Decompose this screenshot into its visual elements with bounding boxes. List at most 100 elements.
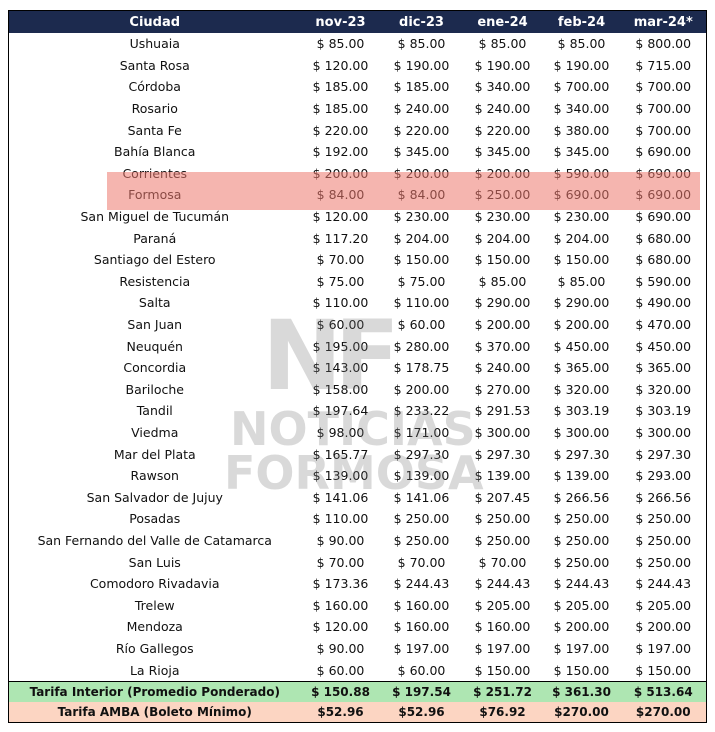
fare-cell: $ 171.00 — [393, 424, 450, 440]
fare-cell: $ 680.00 — [635, 230, 692, 246]
fare-cell: $ 490.00 — [635, 295, 692, 311]
table-row: Mar del Plata $ 165.77 $ 297.30 $ 297.30 $ 2… — [9, 443, 707, 465]
fare-cell: $ 291.53 — [474, 403, 531, 419]
fare-cell: $ 800.00 — [635, 36, 692, 52]
table-row: Comodoro Rivadavia $ 173.36 $ 244.43 $ 244.… — [9, 573, 707, 595]
fare-cell: $ 700.00 — [635, 101, 692, 117]
city-cell: San Luis — [128, 554, 181, 570]
fare-cell: $ 680.00 — [635, 252, 692, 268]
fare-cell: $ 250.00 — [474, 511, 531, 527]
table-row: San Miguel de Tucumán $ 120.00 $ 230.00 $ 2… — [9, 206, 707, 228]
city-cell: San Salvador de Jujuy — [86, 489, 223, 505]
city-cell: Mar del Plata — [113, 446, 196, 462]
city-cell: Comodoro Rivadavia — [89, 576, 220, 592]
fare-cell: $ 250.00 — [635, 511, 692, 527]
fare-cell: $ 204.00 — [553, 230, 610, 246]
fare-cell: $ 690.00 — [635, 209, 692, 225]
fare-cell: $ 365.00 — [635, 360, 692, 376]
table-row: Santa Fe $ 220.00 $ 220.00 $ 220.00 $ 380.00… — [9, 119, 707, 141]
city-cell: Santa Rosa — [119, 57, 190, 73]
fare-cell: $ 470.00 — [635, 317, 692, 333]
fare-cell: $ 244.43 — [635, 576, 692, 592]
footer-row: Tarifa AMBA (Boleto Mínimo) $52.96 $52.96 $… — [8, 701, 707, 723]
city-cell: Resistencia — [119, 273, 191, 289]
footer-value: $ 197.54 — [380, 680, 463, 702]
fare-cell: $ 204.00 — [393, 230, 450, 246]
fare-cell: $ 150.00 — [393, 252, 450, 268]
fare-cell: $ 110.00 — [393, 295, 450, 311]
city-cell: Río Gallegos — [115, 640, 194, 656]
fare-cell: $ 190.00 — [553, 57, 610, 73]
footer-row: Tarifa Interior (Promedio Ponderado) $ 15… — [8, 680, 707, 702]
fare-cell: $ 590.00 — [635, 273, 692, 289]
city-cell: Santiago del Estero — [93, 252, 216, 268]
fare-cell: $ 700.00 — [553, 79, 610, 95]
fare-cell: $ 205.00 — [553, 597, 610, 613]
table-row: Río Gallegos $ 90.00 $ 197.00 $ 197.00 $ 197… — [9, 638, 707, 660]
fare-cell: $ 450.00 — [553, 338, 610, 354]
fare-cell: $ 250.00 — [553, 554, 610, 570]
fare-cell: $ 160.00 — [393, 597, 450, 613]
fare-cell: $ 60.00 — [316, 662, 365, 678]
city-cell: Bahía Blanca — [114, 144, 196, 160]
table-row: Bariloche $ 158.00 $ 200.00 $ 270.00 $ 320.0… — [9, 379, 707, 401]
fare-cell: $ 266.56 — [553, 489, 610, 505]
fare-cell: $ 139.00 — [393, 468, 450, 484]
fare-cell: $ 240.00 — [474, 101, 531, 117]
fare-cell: $ 300.00 — [635, 424, 692, 440]
city-cell: Bariloche — [125, 381, 184, 397]
fare-cell: $ 197.64 — [312, 403, 369, 419]
fare-cell: $ 297.30 — [393, 446, 450, 462]
watermark-line: NOTICIAS — [230, 402, 476, 456]
header-row: Ciudad nov-23 dic-23 ene-24 feb-24 mar-24* — [8, 10, 707, 33]
fare-cell: $ 345.00 — [393, 144, 450, 160]
city-cell: Córdoba — [128, 79, 181, 95]
table-row: Resistencia $ 75.00 $ 75.00 $ 85.00 $ 85.00 $… — [9, 271, 707, 293]
table-row: Paraná $ 117.20 $ 204.00 $ 204.00 $ 204.00 $ … — [9, 227, 707, 249]
watermark-logo: NF — [262, 300, 400, 412]
fare-cell: $ 143.00 — [312, 360, 369, 376]
footer-value: $52.96 — [300, 701, 381, 723]
table-row: San Luis $ 70.00 $ 70.00 $ 70.00 $ 250.00 $ 2… — [9, 551, 707, 573]
table-header: Ciudad nov-23 dic-23 ene-24 feb-24 mar-24* — [8, 10, 707, 33]
fare-cell: $ 320.00 — [553, 381, 610, 397]
fare-cell: $ 290.00 — [553, 295, 610, 311]
fare-cell: $ 70.00 — [316, 554, 365, 570]
fare-cell: $ 250.00 — [553, 532, 610, 548]
column-header: nov-23 — [300, 10, 381, 33]
city-cell: San Fernando del Valle de Catamarca — [37, 532, 272, 548]
fare-cell: $ 320.00 — [635, 381, 692, 397]
fare-cell: $ 230.00 — [553, 209, 610, 225]
fare-cell: $ 250.00 — [474, 532, 531, 548]
city-cell: Rawson — [130, 468, 179, 484]
fare-cell: $ 60.00 — [397, 662, 446, 678]
city-cell: Viedma — [131, 424, 179, 440]
table-body: Ushuaia $ 85.00 $ 85.00 $ 85.00 $ 85.00 $ 800… — [9, 33, 707, 681]
fare-cell: $ 150.00 — [474, 252, 531, 268]
fare-cell: $ 150.00 — [553, 252, 610, 268]
table-row: Posadas $ 110.00 $ 250.00 $ 250.00 $ 250.00 $… — [9, 508, 707, 530]
fare-cell: $ 160.00 — [312, 597, 369, 613]
table-row: La Rioja $ 60.00 $ 60.00 $ 150.00 $ 150.00 $ … — [9, 659, 707, 681]
fare-cell: $ 297.30 — [474, 446, 531, 462]
fare-cell: $ 233.22 — [393, 403, 450, 419]
table-row: Viedma $ 98.00 $ 171.00 $ 300.00 $ 300.00 $ 3… — [9, 422, 707, 444]
fare-cell: $ 190.00 — [393, 57, 450, 73]
fare-cell: $ 303.19 — [635, 403, 692, 419]
table-row: Tandil $ 197.64 $ 233.22 $ 291.53 $ 303.19 $ … — [9, 400, 707, 422]
column-header: dic-23 — [380, 10, 463, 33]
fare-cell: $ 120.00 — [312, 209, 369, 225]
footer-value: $270.00 — [620, 701, 707, 723]
fare-cell: $ 250.00 — [393, 532, 450, 548]
city-cell: Salta — [138, 295, 171, 311]
column-header: ene-24 — [462, 10, 543, 33]
fare-cell: $ 141.06 — [312, 489, 369, 505]
footer-value: $ 251.72 — [462, 680, 543, 702]
fare-cell: $ 75.00 — [316, 273, 365, 289]
fare-cell: $ 165.77 — [312, 446, 369, 462]
city-cell: Trelew — [134, 597, 175, 613]
column-header: mar-24* — [620, 10, 707, 33]
fare-cell: $ 230.00 — [474, 209, 531, 225]
fare-cell: $ 200.00 — [635, 619, 692, 635]
